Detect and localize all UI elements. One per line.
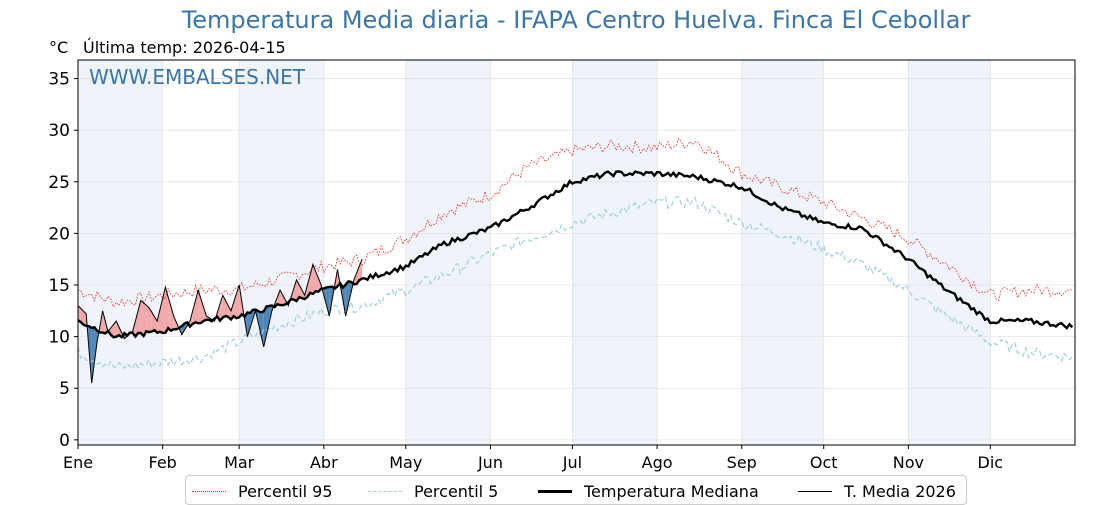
chart-title: Temperatura Media diaria - IFAPA Centro … <box>181 6 971 34</box>
anomaly-fill <box>329 286 333 316</box>
anomaly-fill <box>239 285 242 318</box>
anomaly-fill <box>250 309 253 329</box>
last-temp-label: Última temp: 2026-04-15 <box>83 38 286 57</box>
series-lines <box>77 137 1074 384</box>
legend-item-median: Temperatura Mediana <box>538 481 759 501</box>
anomaly-fill <box>280 290 283 306</box>
anomaly-fill <box>113 321 117 338</box>
anomaly-fill <box>157 309 160 333</box>
anomaly-fill <box>247 312 251 337</box>
x-tick-label: Mar <box>224 453 255 472</box>
y-tick-label: 10 <box>48 328 70 348</box>
x-tick-label: Nov <box>893 453 924 472</box>
series-line-percentil-5 <box>77 195 1073 370</box>
anomaly-fill <box>323 287 327 306</box>
anomaly-fill <box>198 290 201 324</box>
anomaly-fill <box>200 298 204 323</box>
legend-swatch-p95 <box>192 490 226 492</box>
anomaly-fill <box>83 311 87 326</box>
plot-frame <box>77 59 1076 446</box>
anomaly-fill <box>310 264 313 294</box>
legend-swatch-p5 <box>368 490 402 492</box>
month-band-1 <box>239 60 324 445</box>
anomaly-fill <box>220 295 223 321</box>
legend-swatch-median <box>538 489 572 493</box>
anomaly-fill <box>102 310 106 334</box>
legend-label-p95: Percentil 95 <box>238 481 333 501</box>
legend-label-p5: Percentil 5 <box>414 481 499 501</box>
anomaly-fill <box>312 264 316 294</box>
anomaly-fill <box>277 290 281 305</box>
legend-label-median: Temperatura Mediana <box>584 481 759 501</box>
anomaly-fill <box>192 300 196 324</box>
anomaly-fill <box>345 281 349 316</box>
month-band-5 <box>908 60 991 445</box>
x-tick-label: Jun <box>477 453 503 472</box>
anomaly-fill <box>282 295 286 306</box>
x-axis: Ene Feb Mar Abr May Jun Jul Ago Sep Oct Nov Dic <box>63 445 1003 472</box>
anomaly-fill <box>135 310 139 337</box>
x-tick-label: May <box>389 453 422 472</box>
anomaly-fill <box>293 279 297 302</box>
anomaly-fill <box>342 284 346 316</box>
anomaly-fill <box>299 285 302 299</box>
anomaly-fill <box>266 305 270 335</box>
y-tick-label: 20 <box>48 224 70 244</box>
y-tick-label: 35 <box>48 70 70 90</box>
anomaly-fill <box>326 287 330 316</box>
anomaly-fill <box>271 303 275 311</box>
anomaly-fill <box>261 311 264 347</box>
x-tick-label: Sep <box>727 453 757 472</box>
x-tick-label: Oct <box>810 453 838 472</box>
anomaly-fill <box>222 295 226 318</box>
legend-item-current: T. Media 2026 <box>798 481 956 501</box>
y-tick-label: 15 <box>48 276 70 296</box>
y-axis: 0 5 10 15 20 25 30 35 <box>48 70 78 451</box>
watermark-text: WWW.EMBALSES.NET <box>89 65 306 89</box>
legend-item-p95: Percentil 95 <box>192 481 333 501</box>
anomaly-fill <box>165 287 169 333</box>
anomaly-fill <box>170 306 174 331</box>
anomaly-fill <box>315 271 319 292</box>
month-bands <box>78 60 991 445</box>
y-tick-label: 0 <box>59 431 70 451</box>
y-tick-label: 30 <box>48 121 70 141</box>
anomaly-fill <box>233 293 237 319</box>
anomaly-fill <box>149 307 152 333</box>
y-tick-label: 25 <box>48 173 70 193</box>
legend-label-current: T. Media 2026 <box>844 481 956 501</box>
anomaly-fill <box>307 274 311 297</box>
anomaly-fill <box>296 279 300 302</box>
series-line-percentil-95 <box>78 137 1073 308</box>
month-band-3 <box>572 60 658 445</box>
month-band-4 <box>741 60 824 445</box>
anomaly-fill <box>236 285 240 319</box>
x-tick-label: Dic <box>978 453 1004 472</box>
anomaly-fill <box>173 315 177 330</box>
series-line-t-media-2026 <box>77 259 363 384</box>
legend-item-p5: Percentil 5 <box>368 481 498 501</box>
y-unit-label: °C <box>49 38 69 57</box>
legend-swatch-current <box>798 490 832 492</box>
x-tick-label: Abr <box>310 453 338 472</box>
anomaly-fill <box>116 321 119 337</box>
x-tick-label: Ene <box>63 453 93 472</box>
anomaly-fill <box>91 327 95 384</box>
month-band-0 <box>78 60 163 445</box>
x-tick-label: Jul <box>562 453 582 472</box>
month-band-2 <box>405 60 491 445</box>
anomaly-fill <box>140 300 144 336</box>
x-tick-label: Ago <box>642 453 673 472</box>
anomaly-fill <box>143 302 147 336</box>
y-tick-label: 5 <box>59 379 70 399</box>
anomaly-fill <box>80 308 84 325</box>
x-tick-label: Feb <box>149 453 177 472</box>
anomaly-fill <box>151 312 155 332</box>
anomaly-fill <box>258 311 262 335</box>
anomaly-fill <box>78 305 81 323</box>
anomaly-fill <box>146 305 150 333</box>
legend: Percentil 95 Percentil 5 Temperatura Med… <box>185 475 967 505</box>
anomaly-fill <box>348 281 352 304</box>
